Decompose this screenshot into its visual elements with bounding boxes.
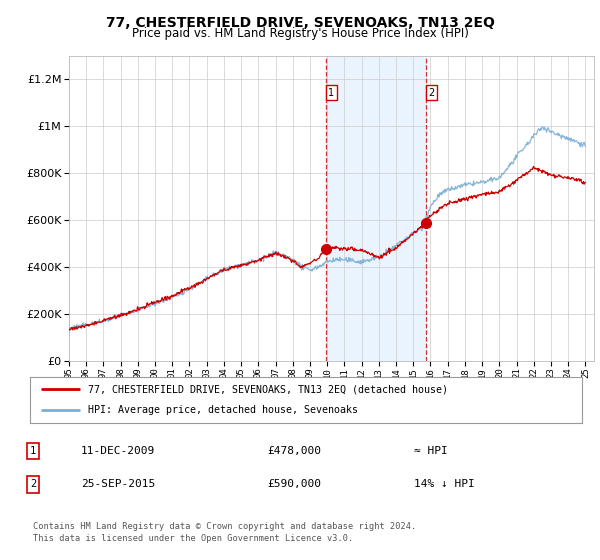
- Text: ≈ HPI: ≈ HPI: [414, 446, 448, 456]
- Text: Price paid vs. HM Land Registry's House Price Index (HPI): Price paid vs. HM Land Registry's House …: [131, 27, 469, 40]
- Text: 14% ↓ HPI: 14% ↓ HPI: [414, 479, 475, 489]
- Text: 77, CHESTERFIELD DRIVE, SEVENOAKS, TN13 2EQ: 77, CHESTERFIELD DRIVE, SEVENOAKS, TN13 …: [106, 16, 494, 30]
- Text: £590,000: £590,000: [267, 479, 321, 489]
- Text: HPI: Average price, detached house, Sevenoaks: HPI: Average price, detached house, Seve…: [88, 405, 358, 416]
- Text: 11-DEC-2009: 11-DEC-2009: [81, 446, 155, 456]
- Text: 25-SEP-2015: 25-SEP-2015: [81, 479, 155, 489]
- Text: Contains HM Land Registry data © Crown copyright and database right 2024.
This d: Contains HM Land Registry data © Crown c…: [33, 522, 416, 543]
- Text: 2: 2: [30, 479, 36, 489]
- Text: £478,000: £478,000: [267, 446, 321, 456]
- Text: 2: 2: [428, 87, 434, 97]
- Text: 1: 1: [30, 446, 36, 456]
- Text: 77, CHESTERFIELD DRIVE, SEVENOAKS, TN13 2EQ (detached house): 77, CHESTERFIELD DRIVE, SEVENOAKS, TN13 …: [88, 384, 448, 394]
- Bar: [326, 56, 425, 361]
- Text: 1: 1: [328, 87, 335, 97]
